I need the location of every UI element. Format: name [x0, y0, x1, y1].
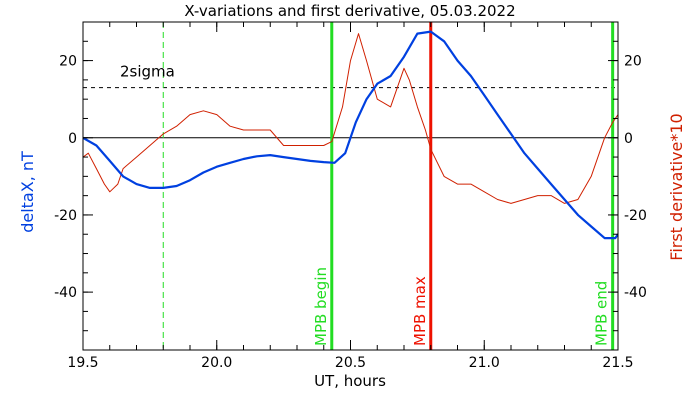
- x-axis-label: UT, hours: [314, 372, 386, 390]
- y-axis-label-right: First derivative*10: [667, 113, 686, 260]
- y-tick-label-left-2: -20: [54, 208, 77, 224]
- threshold-label: 2sigma: [120, 63, 175, 81]
- vertical-marker-label-3: MPB end: [593, 281, 611, 346]
- y-tick-label-right-0: 20: [624, 54, 642, 70]
- y-tick-label-left-3: -40: [54, 285, 77, 301]
- vertical-marker-label-1: MPB begin: [312, 267, 330, 346]
- y-tick-label-left-0: 20: [59, 54, 77, 70]
- series-line-deltax: [83, 30, 618, 240]
- x-tick-label-1: 20.0: [201, 355, 232, 371]
- y-tick-label-left-1: 0: [68, 131, 77, 147]
- y-tick-label-right-3: -40: [624, 285, 647, 301]
- x-tick-label-0: 19.5: [67, 355, 98, 371]
- y-axis-label-left: deltaX, nT: [18, 151, 37, 233]
- plot-area: [83, 22, 618, 350]
- axes: 19.5 20.0 20.5 21.0 21.5 20 20 0 0 -20 -20 -40 -40: [54, 21, 647, 371]
- x-tick-label-4: 21.5: [602, 355, 633, 371]
- series-line-derivative: [83, 33, 618, 204]
- chart-title: X-variations and first derivative, 05.03…: [184, 2, 515, 20]
- y-tick-label-right-2: -20: [624, 208, 647, 224]
- vertical-marker-label-2: MPB max: [411, 276, 429, 346]
- x-tick-label-3: 21.0: [469, 355, 500, 371]
- y-tick-label-right-1: 0: [624, 131, 633, 147]
- x-tick-label-2: 20.5: [335, 355, 366, 371]
